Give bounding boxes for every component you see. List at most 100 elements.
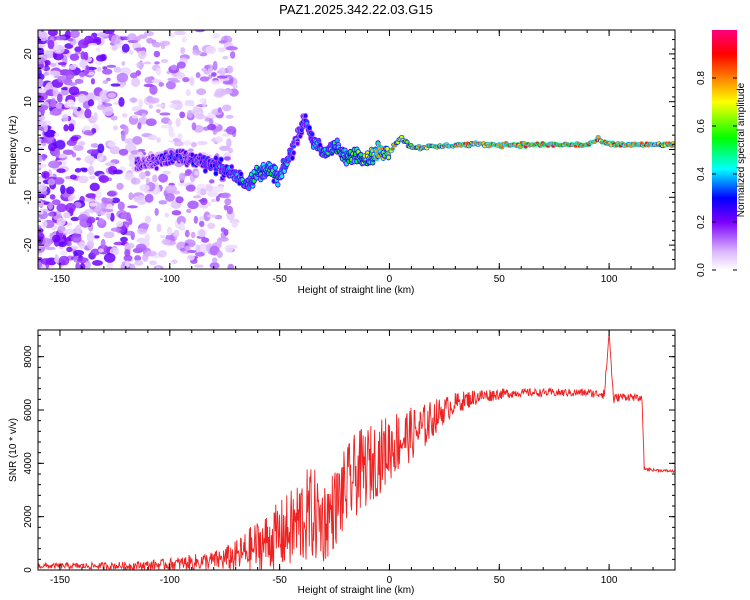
spectrogram-noise-blob: [107, 141, 116, 148]
spectrogram-noise-blob: [102, 80, 109, 84]
spectrogram-y-tick-label: 20: [23, 48, 34, 60]
spectrogram-noise-blob: [40, 258, 52, 265]
spectrogram-noise-blob: [200, 197, 208, 206]
spectrogram-noise-blob: [84, 108, 92, 119]
spectrogram-noise-blob: [216, 75, 228, 79]
spectrogram-noise-blob: [204, 64, 211, 69]
colorbar-tick-label: 0.8: [696, 71, 707, 85]
spectrogram-noise-blob: [143, 61, 152, 65]
spectrogram-noise-blob: [225, 114, 234, 119]
spectrogram-noise-blob: [221, 104, 232, 112]
spectrogram-ridge-point: [390, 147, 395, 151]
spectrogram-noise-blob: [206, 214, 217, 218]
spectrogram-noise-blob: [70, 216, 80, 222]
spectrogram-noise-blob: [74, 168, 82, 173]
spectrogram-x-tick-label: -50: [272, 274, 287, 285]
spectrogram-noise-blob: [162, 170, 172, 175]
spectrogram-noise-blob: [83, 130, 93, 136]
spectrogram-noise-blob: [95, 217, 100, 221]
spectrogram-y-tick-label: -20: [23, 237, 34, 252]
spectrogram-noise-blob: [110, 115, 118, 121]
spectrogram-noise-blob: [134, 47, 146, 51]
spectrogram-noise-blob: [164, 192, 175, 202]
snr-x-tick-label: 50: [494, 575, 506, 586]
spectrogram-noise-blob: [224, 198, 232, 206]
spectrogram-noise-blob: [123, 254, 133, 262]
spectrogram-noise-blob: [54, 140, 66, 150]
spectrogram-noise-blob: [103, 231, 115, 239]
colorbar-gradient: [712, 30, 737, 270]
spectrogram-noise-blob: [73, 249, 85, 256]
spectrogram-noise-blob: [38, 115, 46, 121]
spectrogram-ridge-point: [310, 132, 314, 137]
spectrogram-x-tick-label: -100: [160, 274, 180, 285]
spectrogram-noise-blob: [224, 244, 234, 253]
spectrogram-noise-blob: [124, 242, 135, 249]
spectrogram-ridge-point: [276, 182, 280, 187]
spectrogram-ridge-point: [252, 178, 256, 183]
spectrogram-noise-blob: [85, 92, 96, 102]
spectrogram-noise-blob: [64, 30, 72, 39]
spectrogram-noise-blob: [118, 148, 129, 156]
spectrogram-noise-blob: [194, 30, 206, 33]
spectrogram-noise-blob: [195, 113, 206, 120]
spectrogram-noise-blob: [69, 30, 80, 39]
spectrogram-noise-blob: [176, 61, 186, 69]
spectrogram-noise-blob: [155, 104, 166, 108]
spectrogram-noise-blob: [226, 138, 232, 148]
spectrogram-noise-blob: [177, 181, 187, 187]
spectrogram-ridge-point: [295, 141, 300, 146]
spectrogram-noise-blob: [129, 50, 134, 55]
spectrogram-noise-blob: [165, 80, 176, 90]
spectrogram-noise-blob: [198, 229, 206, 237]
spectrogram-noise-blob: [76, 157, 81, 161]
spectrogram-noise-blob: [210, 198, 217, 203]
snr-y-tick-label: 8000: [23, 345, 34, 368]
spectrogram-noise-blob: [125, 143, 137, 153]
spectrogram-noise-blob: [69, 53, 80, 61]
spectrogram-noise-blob: [187, 249, 198, 253]
spectrogram-noise-blob: [207, 123, 217, 131]
spectrogram-noise-blob: [141, 113, 147, 118]
spectrogram-noise-blob: [94, 95, 101, 101]
spectrogram-noise-blob: [49, 62, 56, 67]
spectrogram-noise-blob: [56, 203, 67, 213]
spectrogram-noise-blob: [95, 54, 106, 62]
spectrogram-noise-blob: [38, 138, 43, 144]
spectrogram-noise-blob: [159, 112, 171, 116]
spectrogram-noise-blob: [226, 65, 234, 74]
colorbar-tick-label: 0.4: [696, 167, 707, 181]
spectrogram-x-tick-label: 100: [601, 274, 618, 285]
spectrogram-noise-blob: [155, 67, 161, 76]
spectrogram-noise-blob: [47, 202, 53, 210]
spectrogram-ridge-point: [500, 145, 504, 149]
spectrogram-noise-blob: [86, 208, 93, 213]
spectrogram-noise-blob: [69, 106, 79, 110]
spectrogram-marks: [38, 30, 675, 269]
spectrogram-noise-blob: [139, 222, 150, 230]
spectrogram-noise-blob: [41, 220, 48, 228]
spectrogram-noise-blob: [189, 76, 195, 87]
spectrogram-noise-blob: [154, 61, 160, 65]
snr-panel: -150 -100 -50 0 50 100 0 2000 4000 6000 8000 Heigh…: [8, 329, 676, 596]
spectrogram-ridge-point: [380, 146, 384, 151]
spectrogram-noise-blob: [74, 46, 82, 53]
spectrogram-noise-blob: [102, 68, 113, 75]
spectrogram-ridge-point: [229, 164, 234, 169]
spectrogram-noise-blob: [38, 78, 44, 88]
spectrogram-noise-blob: [107, 92, 116, 99]
spectrogram-noise-blob: [115, 220, 124, 228]
spectrogram-ridge-point: [154, 166, 159, 171]
spectrogram-noise-blob: [208, 118, 214, 126]
spectrogram-noise-blob: [212, 60, 218, 71]
spectrogram-noise-blob: [223, 156, 231, 161]
spectrogram-noise-blob: [38, 111, 42, 117]
spectrogram-noise-blob: [195, 244, 201, 253]
spectrogram-noise-blob: [121, 61, 126, 66]
spectrogram-noise-blob: [124, 172, 135, 181]
spectrogram-noise-blob: [74, 51, 81, 55]
spectrogram-noise-blob: [38, 261, 43, 269]
spectrogram-noise-blob: [144, 170, 151, 177]
spectrogram-noise-blob: [84, 198, 96, 203]
spectrogram-noise-blob: [168, 132, 176, 138]
